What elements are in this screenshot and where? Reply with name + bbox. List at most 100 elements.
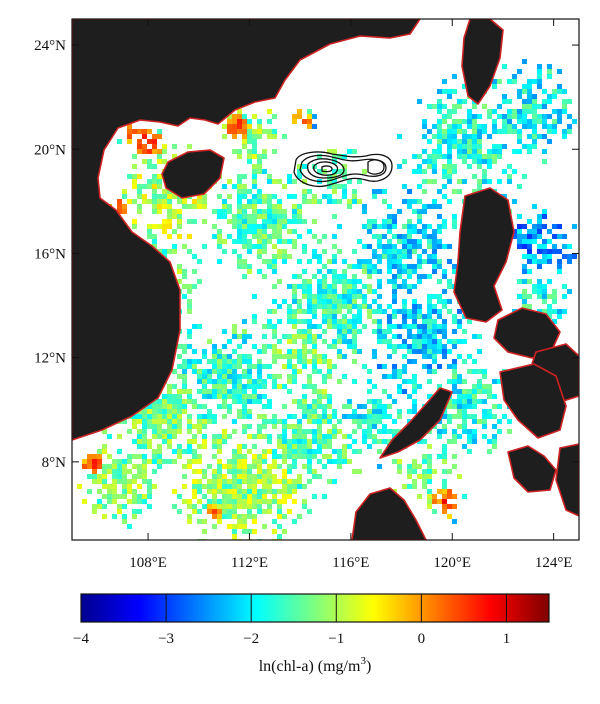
chlorophyll-pixel: [437, 124, 442, 129]
chlorophyll-pixel: [387, 279, 392, 284]
chlorophyll-pixel: [437, 344, 442, 349]
chlorophyll-pixel: [377, 414, 382, 419]
chlorophyll-pixel: [252, 484, 257, 489]
chlorophyll-pixel: [127, 139, 132, 144]
chlorophyll-pixel: [322, 264, 327, 269]
chlorophyll-pixel: [452, 164, 457, 169]
chlorophyll-pixel: [447, 489, 452, 494]
chlorophyll-pixel: [247, 364, 252, 369]
chlorophyll-pixel: [512, 149, 517, 154]
chlorophyll-pixel: [317, 169, 322, 174]
chlorophyll-pixel: [387, 319, 392, 324]
chlorophyll-pixel: [177, 374, 182, 379]
chlorophyll-pixel: [472, 369, 477, 374]
chlorophyll-pixel: [142, 439, 147, 444]
chlorophyll-pixel: [187, 334, 192, 339]
chlorophyll-pixel: [357, 199, 362, 204]
chlorophyll-pixel: [372, 264, 377, 269]
chlorophyll-pixel: [377, 439, 382, 444]
chlorophyll-pixel: [292, 439, 297, 444]
chlorophyll-pixel: [457, 414, 462, 419]
chlorophyll-pixel: [157, 399, 162, 404]
chlorophyll-pixel: [262, 209, 267, 214]
chlorophyll-pixel: [552, 319, 557, 324]
chlorophyll-pixel: [352, 339, 357, 344]
chlorophyll-pixel: [477, 129, 482, 134]
chlorophyll-pixel: [192, 364, 197, 369]
chlorophyll-pixel: [252, 314, 257, 319]
chlorophyll-pixel: [97, 489, 102, 494]
chlorophyll-pixel: [207, 414, 212, 419]
chlorophyll-pixel: [362, 224, 367, 229]
chlorophyll-pixel: [222, 439, 227, 444]
chlorophyll-pixel: [242, 464, 247, 469]
land-taiwan: [461, 19, 504, 105]
chlorophyll-pixel: [247, 119, 252, 124]
chlorophyll-pixel: [162, 394, 167, 399]
chlorophyll-pixel: [447, 259, 452, 264]
chlorophyll-pixel: [167, 219, 172, 224]
chlorophyll-pixel: [417, 314, 422, 319]
chlorophyll-pixel: [422, 204, 427, 209]
chlorophyll-pixel: [407, 314, 412, 319]
chlorophyll-pixel: [292, 369, 297, 374]
chlorophyll-pixel: [337, 224, 342, 229]
chlorophyll-pixel: [327, 269, 332, 274]
chlorophyll-pixel: [542, 209, 547, 214]
chlorophyll-pixel: [197, 469, 202, 474]
chlorophyll-pixel: [437, 214, 442, 219]
chlorophyll-pixel: [427, 479, 432, 484]
chlorophyll-pixel: [317, 284, 322, 289]
chlorophyll-pixel: [167, 394, 172, 399]
chlorophyll-pixel: [307, 339, 312, 344]
chlorophyll-pixel: [417, 264, 422, 269]
chlorophyll-pixel: [307, 419, 312, 424]
chlorophyll-pixel: [332, 149, 337, 154]
chlorophyll-pixel: [452, 464, 457, 469]
chlorophyll-pixel: [282, 184, 287, 189]
chlorophyll-pixel: [342, 404, 347, 409]
chlorophyll-pixel: [97, 504, 102, 509]
chlorophyll-pixel: [282, 224, 287, 229]
chlorophyll-pixel: [517, 224, 522, 229]
chlorophyll-pixel: [327, 399, 332, 404]
chlorophyll-pixel: [287, 449, 292, 454]
chlorophyll-pixel: [247, 414, 252, 419]
chlorophyll-pixel: [212, 434, 217, 439]
chlorophyll-pixel: [377, 304, 382, 309]
chlorophyll-pixel: [522, 104, 527, 109]
chlorophyll-pixel: [397, 164, 402, 169]
chlorophyll-pixel: [547, 114, 552, 119]
chlorophyll-pixel: [532, 134, 537, 139]
chlorophyll-pixel: [227, 494, 232, 499]
chlorophyll-pixel: [292, 519, 297, 524]
chlorophyll-pixel: [387, 324, 392, 329]
chlorophyll-pixel: [147, 419, 152, 424]
chlorophyll-pixel: [242, 174, 247, 179]
chlorophyll-pixel: [302, 309, 307, 314]
chlorophyll-pixel: [152, 199, 157, 204]
chlorophyll-pixel: [242, 494, 247, 499]
chlorophyll-pixel: [387, 269, 392, 274]
chlorophyll-pixel: [317, 414, 322, 419]
chlorophyll-pixel: [257, 394, 262, 399]
chlorophyll-pixel: [237, 179, 242, 184]
chlorophyll-pixel: [542, 259, 547, 264]
chlorophyll-pixel: [357, 279, 362, 284]
chlorophyll-pixel: [232, 474, 237, 479]
chlorophyll-pixel: [167, 214, 172, 219]
chlorophyll-pixel: [262, 434, 267, 439]
chlorophyll-pixel: [417, 164, 422, 169]
chlorophyll-pixel: [567, 289, 572, 294]
chlorophyll-pixel: [272, 299, 277, 304]
chlorophyll-pixel: [457, 129, 462, 134]
chlorophyll-pixel: [332, 409, 337, 414]
chlorophyll-pixel: [442, 469, 447, 474]
chlorophyll-pixel: [277, 524, 282, 529]
chlorophyll-pixel: [262, 459, 267, 464]
chlorophyll-pixel: [342, 164, 347, 169]
chlorophyll-pixel: [497, 419, 502, 424]
chlorophyll-pixel: [442, 349, 447, 354]
chlorophyll-pixel: [452, 414, 457, 419]
chlorophyll-pixel: [187, 419, 192, 424]
